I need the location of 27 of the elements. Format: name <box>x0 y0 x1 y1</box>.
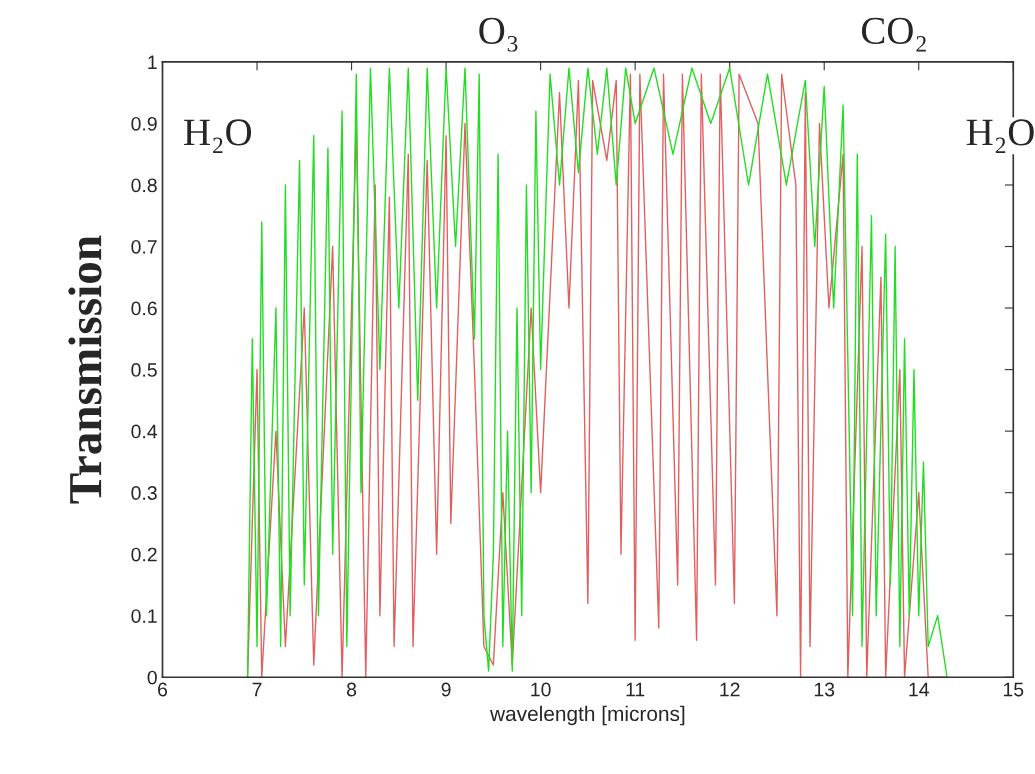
x-tick-label: 13 <box>814 682 835 697</box>
y-tick-label: 0.6 <box>131 301 157 316</box>
x-tick-label: 6 <box>158 682 168 697</box>
y-tick-label: 0.2 <box>131 547 157 562</box>
y-tick-label: 0.5 <box>131 363 157 377</box>
x-tick-label: 9 <box>441 682 451 697</box>
y-axis-title: Transmission <box>68 235 102 504</box>
x-axis-title: wavelength [microns] <box>490 705 685 726</box>
annotation: H₂O <box>966 119 1034 154</box>
text: O₃ <box>479 17 518 52</box>
y-tick-label: 0.4 <box>131 424 158 439</box>
x-tick-label: 7 <box>252 682 262 697</box>
y-tick-label: 0.7 <box>131 239 157 254</box>
y-tick-label: 1 <box>148 55 157 69</box>
x-tick-label: 11 <box>626 682 645 697</box>
y-tick-label: 0.8 <box>131 178 157 193</box>
x-tick-label: 12 <box>720 682 740 697</box>
x-tick-label: 8 <box>346 682 357 697</box>
x-tick-label: 10 <box>531 682 551 697</box>
y-tick-label: 0.9 <box>131 116 157 131</box>
text: CO₂ <box>861 17 926 52</box>
y-tick-label: 0.3 <box>131 486 157 500</box>
y-tick-label: 0.1 <box>131 609 157 623</box>
x-tick-label: 14 <box>909 682 929 697</box>
annotation: H₂O <box>184 119 252 154</box>
y-tick-label: 0 <box>147 670 157 685</box>
x-tick-label: 15 <box>1003 682 1024 697</box>
